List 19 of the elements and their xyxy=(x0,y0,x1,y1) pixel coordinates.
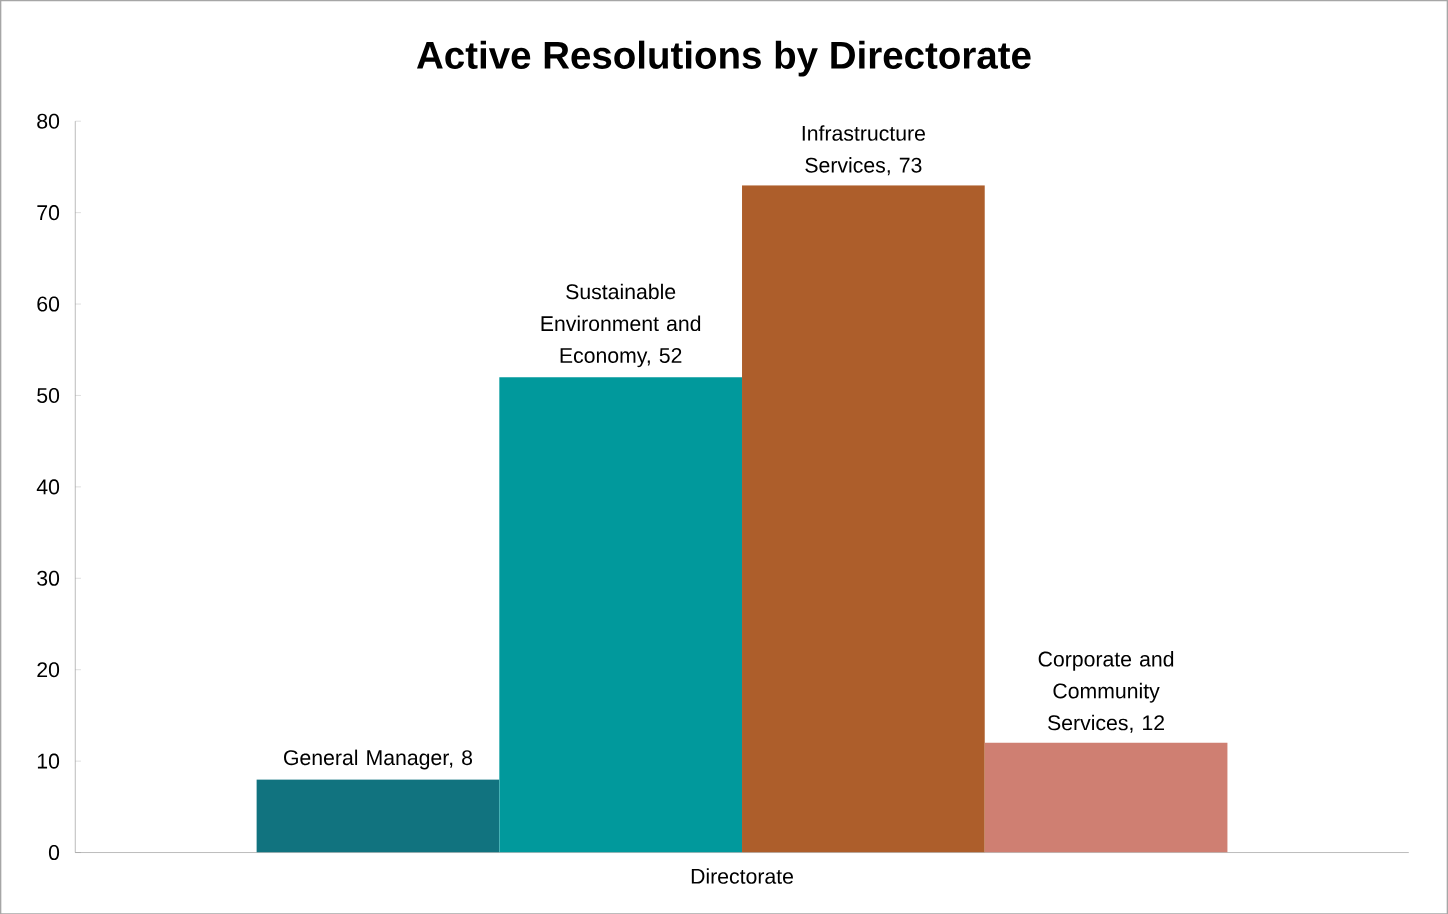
y-tick-label: 50 xyxy=(37,387,60,403)
data-label: Infrastructure Services, 73 xyxy=(802,125,925,175)
y-tick-label: 60 xyxy=(37,296,60,312)
chart-title: Active Resolutions by Directorate xyxy=(416,40,1031,77)
y-tick-label: 70 xyxy=(37,204,60,220)
data-label: Corporate and Community Services, 12 xyxy=(1038,650,1174,733)
bar xyxy=(742,184,985,853)
bar xyxy=(499,376,743,853)
y-tick-label: 20 xyxy=(37,661,60,677)
y-tick-label: 0 xyxy=(48,844,60,860)
y-tick-label: 40 xyxy=(36,479,60,495)
y-tick-label: 80 xyxy=(37,113,60,129)
y-tick-label: 30 xyxy=(37,570,60,586)
bar xyxy=(256,779,500,853)
data-label: General Manager, 8 xyxy=(284,749,473,770)
x-tick-label: Directorate xyxy=(691,867,793,884)
data-label: Sustainable Environment and Economy, 52 xyxy=(541,283,701,367)
bar xyxy=(984,742,1228,853)
y-tick-label: 10 xyxy=(37,753,60,769)
